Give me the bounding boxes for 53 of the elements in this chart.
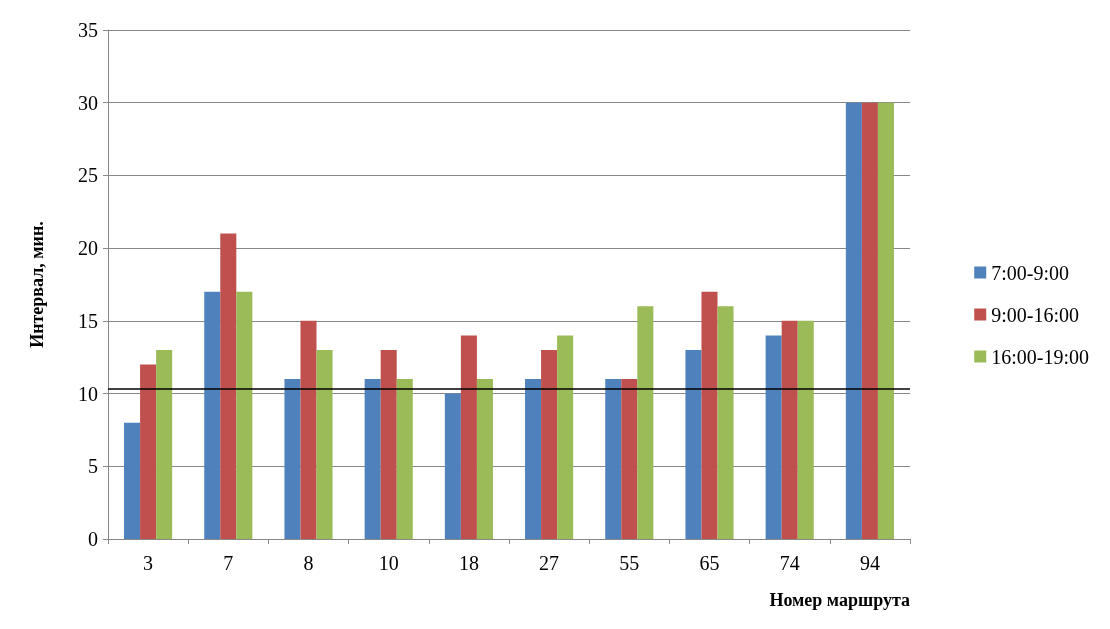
- y-tick-label: 0: [88, 528, 98, 550]
- bar: [765, 335, 782, 539]
- x-tick-label: 55: [619, 552, 640, 574]
- bar: [685, 349, 702, 539]
- x-tick-label: 74: [779, 552, 800, 574]
- bar: [877, 102, 894, 539]
- x-tick-label: 18: [458, 552, 479, 574]
- bar: [396, 379, 413, 539]
- x-tick-label: 8: [303, 552, 314, 574]
- bar: [124, 422, 141, 539]
- bar: [557, 335, 574, 539]
- bar: [220, 233, 237, 539]
- bar: [621, 379, 638, 539]
- x-tick-label: 7: [223, 552, 234, 574]
- bar: [364, 379, 381, 539]
- bar: [605, 379, 622, 539]
- y-tick-label: 5: [88, 455, 98, 478]
- bar: [284, 379, 301, 539]
- bar: [717, 306, 734, 539]
- legend-label: 9:00-16:00: [991, 303, 1080, 326]
- y-axis-title: Интервал, мин.: [27, 221, 47, 348]
- legend-label: 7:00-9:00: [991, 261, 1070, 284]
- y-tick-label: 15: [78, 309, 98, 332]
- x-tick-label: 3: [143, 552, 154, 574]
- x-tick-label: 10: [378, 552, 399, 574]
- bar: [300, 320, 317, 539]
- bar: [845, 102, 862, 539]
- y-tick-label: 25: [78, 164, 98, 187]
- bar: [236, 291, 253, 539]
- bar: [637, 306, 654, 539]
- bar: [204, 291, 221, 539]
- bar: [316, 349, 333, 539]
- x-tick-label: 94: [859, 552, 880, 574]
- bar: [701, 291, 718, 539]
- bar: [476, 379, 493, 539]
- y-tick-label: 10: [78, 382, 98, 405]
- bar: [156, 349, 173, 539]
- y-tick-label: 35: [78, 19, 98, 41]
- bar: [140, 364, 157, 539]
- bar: [380, 349, 397, 539]
- bar: [797, 320, 814, 539]
- x-tick-label: 27: [539, 552, 560, 574]
- legend-label: 16:00-19:00: [991, 345, 1090, 368]
- bar: [460, 335, 477, 539]
- bar: [861, 102, 878, 539]
- bar: [444, 393, 461, 539]
- y-tick-label: 30: [78, 91, 98, 114]
- x-tick-label: 65: [699, 552, 720, 574]
- x-axis-title: Номер маршрута: [769, 590, 910, 610]
- bar: [541, 349, 558, 539]
- bar: [781, 320, 798, 539]
- y-tick-label: 20: [78, 237, 98, 260]
- bar: [525, 379, 542, 539]
